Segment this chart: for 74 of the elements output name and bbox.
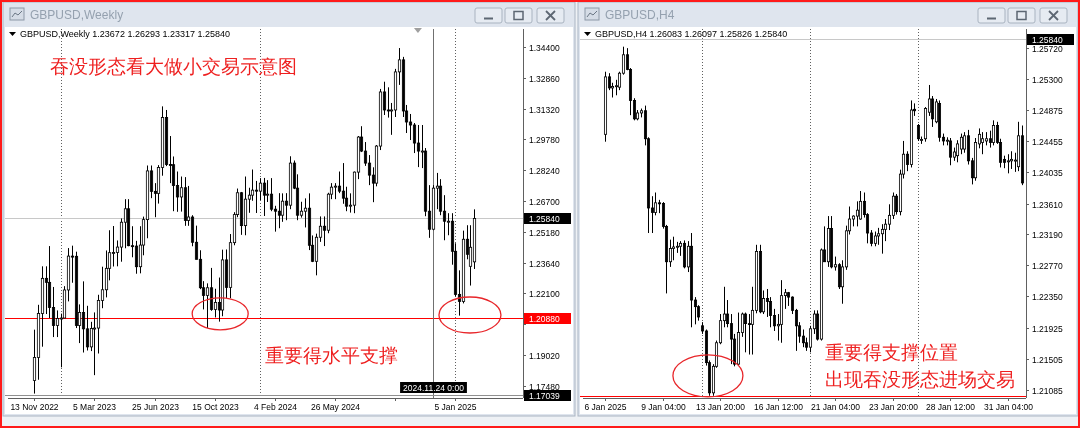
x-tick-label: 23 Jan 20:00 bbox=[868, 402, 919, 412]
candlestick bbox=[367, 154, 372, 186]
chart-title: GBPUSD,Weekly bbox=[30, 8, 124, 22]
candlestick bbox=[959, 133, 964, 155]
candlestick bbox=[408, 113, 413, 141]
candlestick bbox=[209, 267, 214, 312]
y-tick-label: 1.24035 bbox=[1032, 167, 1063, 178]
candlestick bbox=[85, 305, 90, 351]
candlestick bbox=[213, 288, 218, 318]
x-tick-label: 5 Mar 2023 bbox=[73, 402, 117, 412]
ref-line-label: 1.17039 bbox=[529, 390, 560, 401]
annotation: 吞没形态看大做小交易示意图 bbox=[50, 56, 298, 77]
candlestick bbox=[416, 124, 421, 168]
ref-line-label: 2024.11.24 0:00 bbox=[403, 382, 465, 393]
y-tick-label: 1.22100 bbox=[529, 288, 560, 299]
x-tick-label: 13 Nov 2022 bbox=[10, 402, 59, 412]
candlestick bbox=[262, 177, 267, 217]
y-tick-label: 1.19020 bbox=[529, 350, 560, 361]
y-tick-label: 1.32860 bbox=[529, 73, 560, 84]
candlestick bbox=[747, 313, 752, 356]
annotation: 出现吞没形态进场交易 bbox=[825, 369, 1016, 390]
y-tick-label: 1.23640 bbox=[529, 258, 560, 269]
candlestick bbox=[254, 180, 259, 214]
ref-line-label: 1.25840 bbox=[1032, 34, 1063, 45]
annotation: 重要得支撑位置 bbox=[825, 342, 959, 363]
candlestick bbox=[258, 177, 263, 201]
x-tick-label: 9 Jan 04:00 bbox=[641, 402, 686, 412]
x-tick-label: 6 Jan 2025 bbox=[584, 402, 627, 412]
annotation: 重要得水平支撑 bbox=[264, 345, 398, 366]
ref-line-label: 1.25840 bbox=[529, 213, 560, 224]
chart-subtitle: GBPUSD,Weekly 1.23672 1.26293 1.23317 1.25840 bbox=[20, 29, 230, 39]
x-tick-label: 15 Oct 2023 bbox=[192, 402, 239, 412]
chart-title: GBPUSD,H4 bbox=[605, 8, 675, 22]
candlestick bbox=[386, 86, 391, 119]
candlestick bbox=[412, 122, 417, 154]
y-tick-label: 1.17480 bbox=[529, 381, 560, 392]
y-tick-label: 1.21085 bbox=[1032, 385, 1063, 396]
y-tick-label: 1.22770 bbox=[1032, 260, 1063, 271]
candlestick bbox=[55, 309, 60, 338]
y-tick-label: 1.28240 bbox=[529, 165, 560, 176]
y-tick-label: 1.31320 bbox=[529, 104, 560, 115]
y-tick-label: 1.25180 bbox=[529, 227, 560, 238]
x-tick-label: 13 Jan 20:00 bbox=[695, 402, 746, 412]
candlestick bbox=[205, 282, 210, 329]
x-tick-label: 25 Jun 2023 bbox=[132, 402, 180, 412]
x-tick-label: 26 May 2024 bbox=[310, 402, 361, 412]
candlestick bbox=[269, 177, 274, 212]
candlestick bbox=[81, 280, 86, 353]
x-tick-label: 31 Jan 04:00 bbox=[983, 402, 1034, 412]
chart-subtitle: GBPUSD,H4 1.26083 1.26097 1.25826 1.25840 bbox=[595, 29, 788, 39]
y-tick-label: 1.21925 bbox=[1032, 323, 1063, 334]
y-tick-label: 1.24875 bbox=[1032, 105, 1063, 116]
candlestick bbox=[991, 119, 996, 146]
x-tick-label: 16 Jan 12:00 bbox=[753, 402, 804, 412]
candlestick bbox=[51, 286, 56, 338]
y-tick-label: 1.25300 bbox=[1032, 74, 1063, 85]
y-tick-label: 1.23190 bbox=[1032, 229, 1063, 240]
candlestick bbox=[111, 225, 116, 268]
y-tick-label: 1.29780 bbox=[529, 134, 560, 145]
y-tick-label: 1.23610 bbox=[1032, 199, 1063, 210]
y-tick-label: 1.25720 bbox=[1032, 43, 1063, 54]
y-tick-label: 1.34400 bbox=[529, 42, 560, 53]
y-tick-label: 1.26700 bbox=[529, 196, 560, 207]
y-tick-label: 1.22350 bbox=[1032, 291, 1063, 302]
x-tick-label: 28 Jan 12:00 bbox=[925, 402, 976, 412]
candlestick bbox=[277, 192, 282, 229]
y-tick-label: 1.21505 bbox=[1032, 354, 1063, 365]
x-tick-label: 21 Jan 04:00 bbox=[810, 402, 861, 412]
candlestick bbox=[743, 312, 748, 353]
candlestick bbox=[134, 240, 139, 275]
y-tick-label: 1.24455 bbox=[1032, 136, 1063, 147]
ref-line-label: 1.20880 bbox=[529, 313, 560, 324]
x-tick-label: 5 Jan 2025 bbox=[434, 402, 477, 412]
x-tick-label: 4 Feb 2024 bbox=[253, 402, 298, 412]
